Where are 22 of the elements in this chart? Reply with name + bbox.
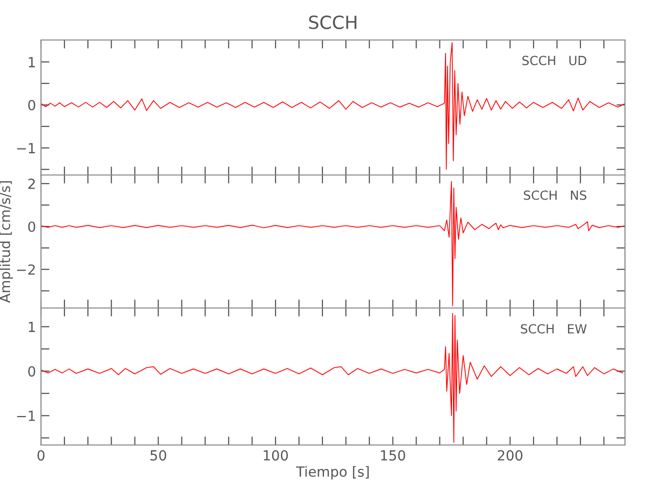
x-axis-title: Tiempo [s] — [296, 466, 369, 480]
x-tick-label: 200 — [498, 450, 522, 461]
line-series — [41, 181, 625, 306]
y-tick-label: 0 — [28, 366, 36, 377]
annotation: SCCH EW — [520, 324, 587, 334]
y-tick-label: 2 — [28, 178, 35, 189]
y-tick-label: −1 — [17, 410, 35, 421]
line-series — [41, 42, 625, 170]
annotation: SCCH UD — [522, 56, 586, 66]
x-tick-label: 0 — [37, 450, 44, 461]
y-tick-label: 0 — [28, 100, 36, 110]
y-tick-label: 1 — [28, 57, 35, 68]
annotation: SCCH NS — [524, 190, 586, 200]
x-tick-label: 50 — [150, 450, 166, 461]
y-tick-label: 0 — [28, 221, 36, 232]
x-tick-label: 100 — [264, 450, 288, 461]
y-tick-label: −2 — [17, 264, 35, 275]
y-tick-label: 1 — [28, 322, 35, 332]
y-tick-label: −1 — [17, 143, 35, 154]
chart-title: SCCH — [309, 15, 356, 30]
x-tick-label: 150 — [381, 450, 406, 461]
line-series — [41, 312, 624, 443]
